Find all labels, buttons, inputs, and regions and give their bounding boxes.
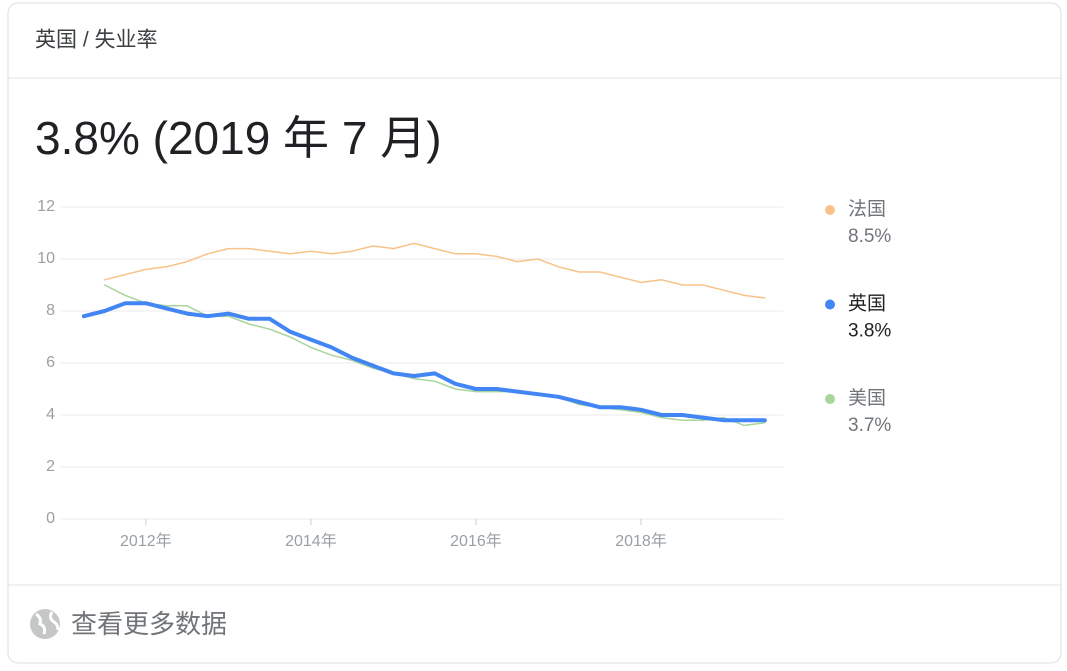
plot: 0 2 4 6 8 10 12 2012年 2014年 2016年 2018年 法国 8.5% 英国 3.8… [37, 198, 891, 550]
breadcrumb: 英国 / 失业率 [35, 29, 158, 52]
legend-marker [825, 394, 835, 404]
card-frame [7, 2, 1062, 664]
legend-marker [825, 205, 835, 215]
y-tick-label: 4 [46, 406, 55, 423]
headline: 3.8% (2019 年 7 月) [35, 112, 442, 164]
y-tick-label: 8 [46, 302, 55, 319]
y-tick-label: 0 [46, 510, 55, 527]
legend-value: 3.7% [848, 415, 891, 436]
x-tick-label: 2018年 [615, 532, 667, 550]
y-tick-label: 6 [46, 354, 55, 371]
line-series [103, 242, 766, 299]
more-data-link[interactable]: 查看更多数据 [71, 609, 227, 639]
x-tick-label: 2014年 [285, 532, 337, 550]
x-tick-label: 2016年 [450, 532, 502, 550]
globe-icon[interactable] [30, 609, 60, 639]
legend-name: 法国 [848, 198, 886, 220]
legend-value: 3.8% [848, 321, 891, 342]
legend-marker [825, 299, 835, 310]
legend-name: 英国 [848, 293, 886, 315]
y-tick-label: 12 [37, 198, 55, 215]
y-tick-label: 2 [46, 458, 55, 475]
x-tick-label: 2012年 [120, 532, 172, 550]
legend-name: 美国 [848, 387, 886, 409]
legend-value: 8.5% [848, 226, 891, 247]
y-tick-label: 10 [37, 250, 55, 267]
line-series [81, 301, 767, 423]
